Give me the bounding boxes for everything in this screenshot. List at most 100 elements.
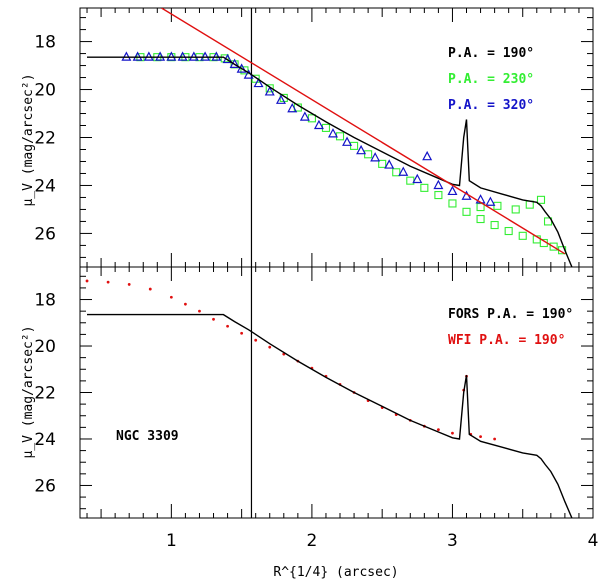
point-p-a-320- bbox=[200, 51, 211, 61]
x-tick-label: 3 bbox=[447, 531, 458, 551]
y-tick-label: 24 bbox=[34, 176, 56, 196]
point-p-a-230- bbox=[321, 123, 331, 132]
legend-pa-320: P.A. = 320° bbox=[448, 98, 534, 113]
point-p-a-320- bbox=[433, 179, 444, 190]
point-p-a-320- bbox=[370, 152, 381, 162]
point-p-a-230- bbox=[220, 54, 229, 63]
point-p-a-320- bbox=[422, 150, 433, 161]
top-panel: 18 20 22 24 26 P.A. = 190° P.A. = 230° P.A. … bbox=[21, 7, 594, 268]
y-tick-label: 22 bbox=[34, 384, 56, 404]
point-wfi-p-a-190- bbox=[451, 431, 454, 435]
point-p-a-320- bbox=[287, 102, 298, 113]
point-p-a-320- bbox=[384, 159, 395, 169]
point-wfi-p-a-190- bbox=[106, 280, 110, 284]
point-p-a-320- bbox=[253, 77, 264, 88]
series-line-p-a-190- bbox=[87, 56, 573, 267]
y-tick-label: 26 bbox=[34, 476, 56, 496]
bottom-y-axis-title: μ_V (mag/arcsec²) bbox=[21, 325, 36, 458]
point-wfi-p-a-190- bbox=[184, 302, 187, 306]
point-p-a-320- bbox=[121, 51, 132, 61]
point-wfi-p-a-190- bbox=[226, 324, 229, 328]
point-p-a-320- bbox=[264, 86, 275, 96]
point-wfi-p-a-190- bbox=[436, 428, 440, 432]
point-p-a-230- bbox=[490, 220, 499, 230]
y-tick-label: 18 bbox=[34, 33, 56, 53]
series-line-fors-p-a-190- bbox=[87, 313, 573, 518]
x-tick-label: 2 bbox=[306, 531, 317, 551]
y-tick-label: 20 bbox=[34, 81, 56, 101]
point-p-a-230- bbox=[335, 132, 345, 141]
point-p-a-230- bbox=[392, 168, 401, 177]
point-p-a-230- bbox=[420, 183, 429, 192]
point-p-a-230- bbox=[511, 205, 520, 214]
point-wfi-p-a-190- bbox=[169, 295, 173, 299]
legend-pa-190: P.A. = 190° bbox=[448, 46, 534, 61]
x-tick-labels: 1 2 3 4 bbox=[166, 531, 598, 551]
point-wfi-p-a-190- bbox=[268, 345, 272, 349]
point-p-a-320- bbox=[299, 111, 310, 121]
point-wfi-p-a-190- bbox=[479, 435, 482, 439]
point-p-a-230- bbox=[476, 214, 485, 224]
annotation-ngc-3309: NGC 3309 bbox=[116, 429, 179, 444]
point-wfi-p-a-190- bbox=[212, 317, 215, 321]
top-axis-ticks: 18 20 22 24 26 bbox=[34, 8, 594, 267]
bottom-legend: FORS P.A. = 190° WFI P.A. = 190° bbox=[448, 307, 573, 348]
x-tick-label: 4 bbox=[588, 531, 599, 551]
point-p-a-230- bbox=[434, 191, 443, 200]
point-wfi-p-a-190- bbox=[254, 338, 258, 342]
point-p-a-320- bbox=[177, 51, 188, 61]
point-p-a-320- bbox=[211, 51, 222, 61]
point-p-a-230- bbox=[518, 231, 527, 240]
bottom-panel: 18 20 22 24 26 FORS P.A. = 190° WFI P.A. = 1… bbox=[21, 266, 594, 519]
point-p-a-320- bbox=[447, 185, 458, 196]
point-p-a-230- bbox=[504, 226, 513, 236]
y-tick-label: 26 bbox=[34, 224, 56, 244]
bottom-axis-ticks: 18 20 22 24 26 bbox=[34, 267, 594, 518]
bottom-data-marks bbox=[85, 267, 573, 518]
point-wfi-p-a-190- bbox=[493, 437, 497, 441]
point-wfi-p-a-190- bbox=[148, 287, 152, 291]
point-p-a-230- bbox=[462, 207, 471, 216]
point-p-a-320- bbox=[398, 166, 409, 176]
point-p-a-320- bbox=[313, 119, 324, 130]
point-p-a-230- bbox=[536, 195, 546, 204]
top-y-axis-title: μ_V (mag/arcsec²) bbox=[21, 73, 36, 206]
point-wfi-p-a-190- bbox=[240, 331, 244, 335]
point-p-a-320- bbox=[166, 51, 177, 61]
point-p-a-230- bbox=[307, 114, 316, 123]
series-line-fit bbox=[161, 8, 566, 255]
point-p-a-320- bbox=[275, 94, 286, 104]
top-data-marks bbox=[87, 8, 573, 267]
point-p-a-320- bbox=[143, 51, 154, 61]
y-tick-label: 18 bbox=[34, 291, 56, 311]
point-p-a-320- bbox=[155, 51, 166, 61]
point-p-a-320- bbox=[356, 144, 367, 155]
point-p-a-230- bbox=[265, 84, 274, 93]
legend-pa-230: P.A. = 230° bbox=[448, 72, 534, 87]
point-p-a-320- bbox=[412, 173, 423, 184]
point-p-a-230- bbox=[549, 242, 558, 251]
x-axis-title: R^{1/4} (arcsec) bbox=[273, 565, 398, 580]
top-legend: P.A. = 190° P.A. = 230° P.A. = 320° bbox=[448, 46, 534, 113]
point-wfi-p-a-190- bbox=[127, 283, 131, 286]
point-wfi-p-a-190- bbox=[198, 309, 201, 313]
point-p-a-230- bbox=[406, 176, 415, 185]
y-tick-label: 20 bbox=[34, 337, 56, 357]
point-p-a-230- bbox=[378, 159, 387, 168]
point-p-a-230- bbox=[476, 202, 485, 212]
point-p-a-320- bbox=[236, 63, 247, 73]
point-p-a-320- bbox=[188, 51, 199, 61]
y-tick-label: 22 bbox=[34, 129, 56, 149]
legend-wfi-pa-190: WFI P.A. = 190° bbox=[448, 333, 565, 348]
legend-fors-pa-190: FORS P.A. = 190° bbox=[448, 307, 573, 322]
x-tick-label: 1 bbox=[166, 531, 177, 551]
point-wfi-p-a-190- bbox=[85, 279, 89, 283]
point-p-a-320- bbox=[327, 128, 338, 138]
point-p-a-320- bbox=[342, 136, 353, 146]
point-p-a-320- bbox=[485, 196, 496, 206]
bottom-panel-frame bbox=[79, 266, 594, 519]
point-p-a-230- bbox=[448, 199, 457, 208]
point-p-a-320- bbox=[132, 51, 143, 61]
y-tick-label: 24 bbox=[34, 430, 56, 450]
